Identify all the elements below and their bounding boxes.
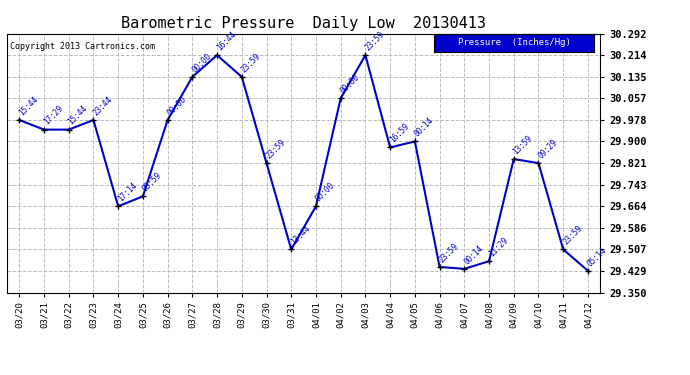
Text: 11:29: 11:29 xyxy=(487,236,509,258)
Text: 00:00: 00:00 xyxy=(314,181,337,204)
Text: 00:14: 00:14 xyxy=(413,116,435,139)
Text: 15:44: 15:44 xyxy=(66,104,89,127)
Text: 23:44: 23:44 xyxy=(91,94,114,117)
Text: 23:59: 23:59 xyxy=(264,138,287,160)
Text: 13:59: 13:59 xyxy=(511,134,534,156)
Text: 23:59: 23:59 xyxy=(363,30,386,52)
Text: 16:59: 16:59 xyxy=(388,122,411,145)
Text: Copyright 2013 Cartronics.com: Copyright 2013 Cartronics.com xyxy=(10,42,155,51)
Text: 23:59: 23:59 xyxy=(239,51,262,74)
Text: 00:00: 00:00 xyxy=(190,51,213,74)
Text: 23:59: 23:59 xyxy=(561,224,584,247)
Text: 15:44: 15:44 xyxy=(17,94,40,117)
Text: 00:14: 00:14 xyxy=(462,243,485,266)
Text: 17:29: 17:29 xyxy=(42,104,64,127)
Text: 05:59: 05:59 xyxy=(141,171,164,194)
Text: 09:29: 09:29 xyxy=(536,138,559,160)
Text: 00:00: 00:00 xyxy=(166,94,188,117)
Text: 13:44: 13:44 xyxy=(289,224,312,247)
Text: 00:00: 00:00 xyxy=(339,73,361,96)
Text: 23:59: 23:59 xyxy=(437,242,460,264)
Title: Barometric Pressure  Daily Low  20130413: Barometric Pressure Daily Low 20130413 xyxy=(121,16,486,31)
Text: 05:14: 05:14 xyxy=(586,245,609,268)
Text: 16:44: 16:44 xyxy=(215,30,237,52)
Text: 17:14: 17:14 xyxy=(116,181,139,204)
